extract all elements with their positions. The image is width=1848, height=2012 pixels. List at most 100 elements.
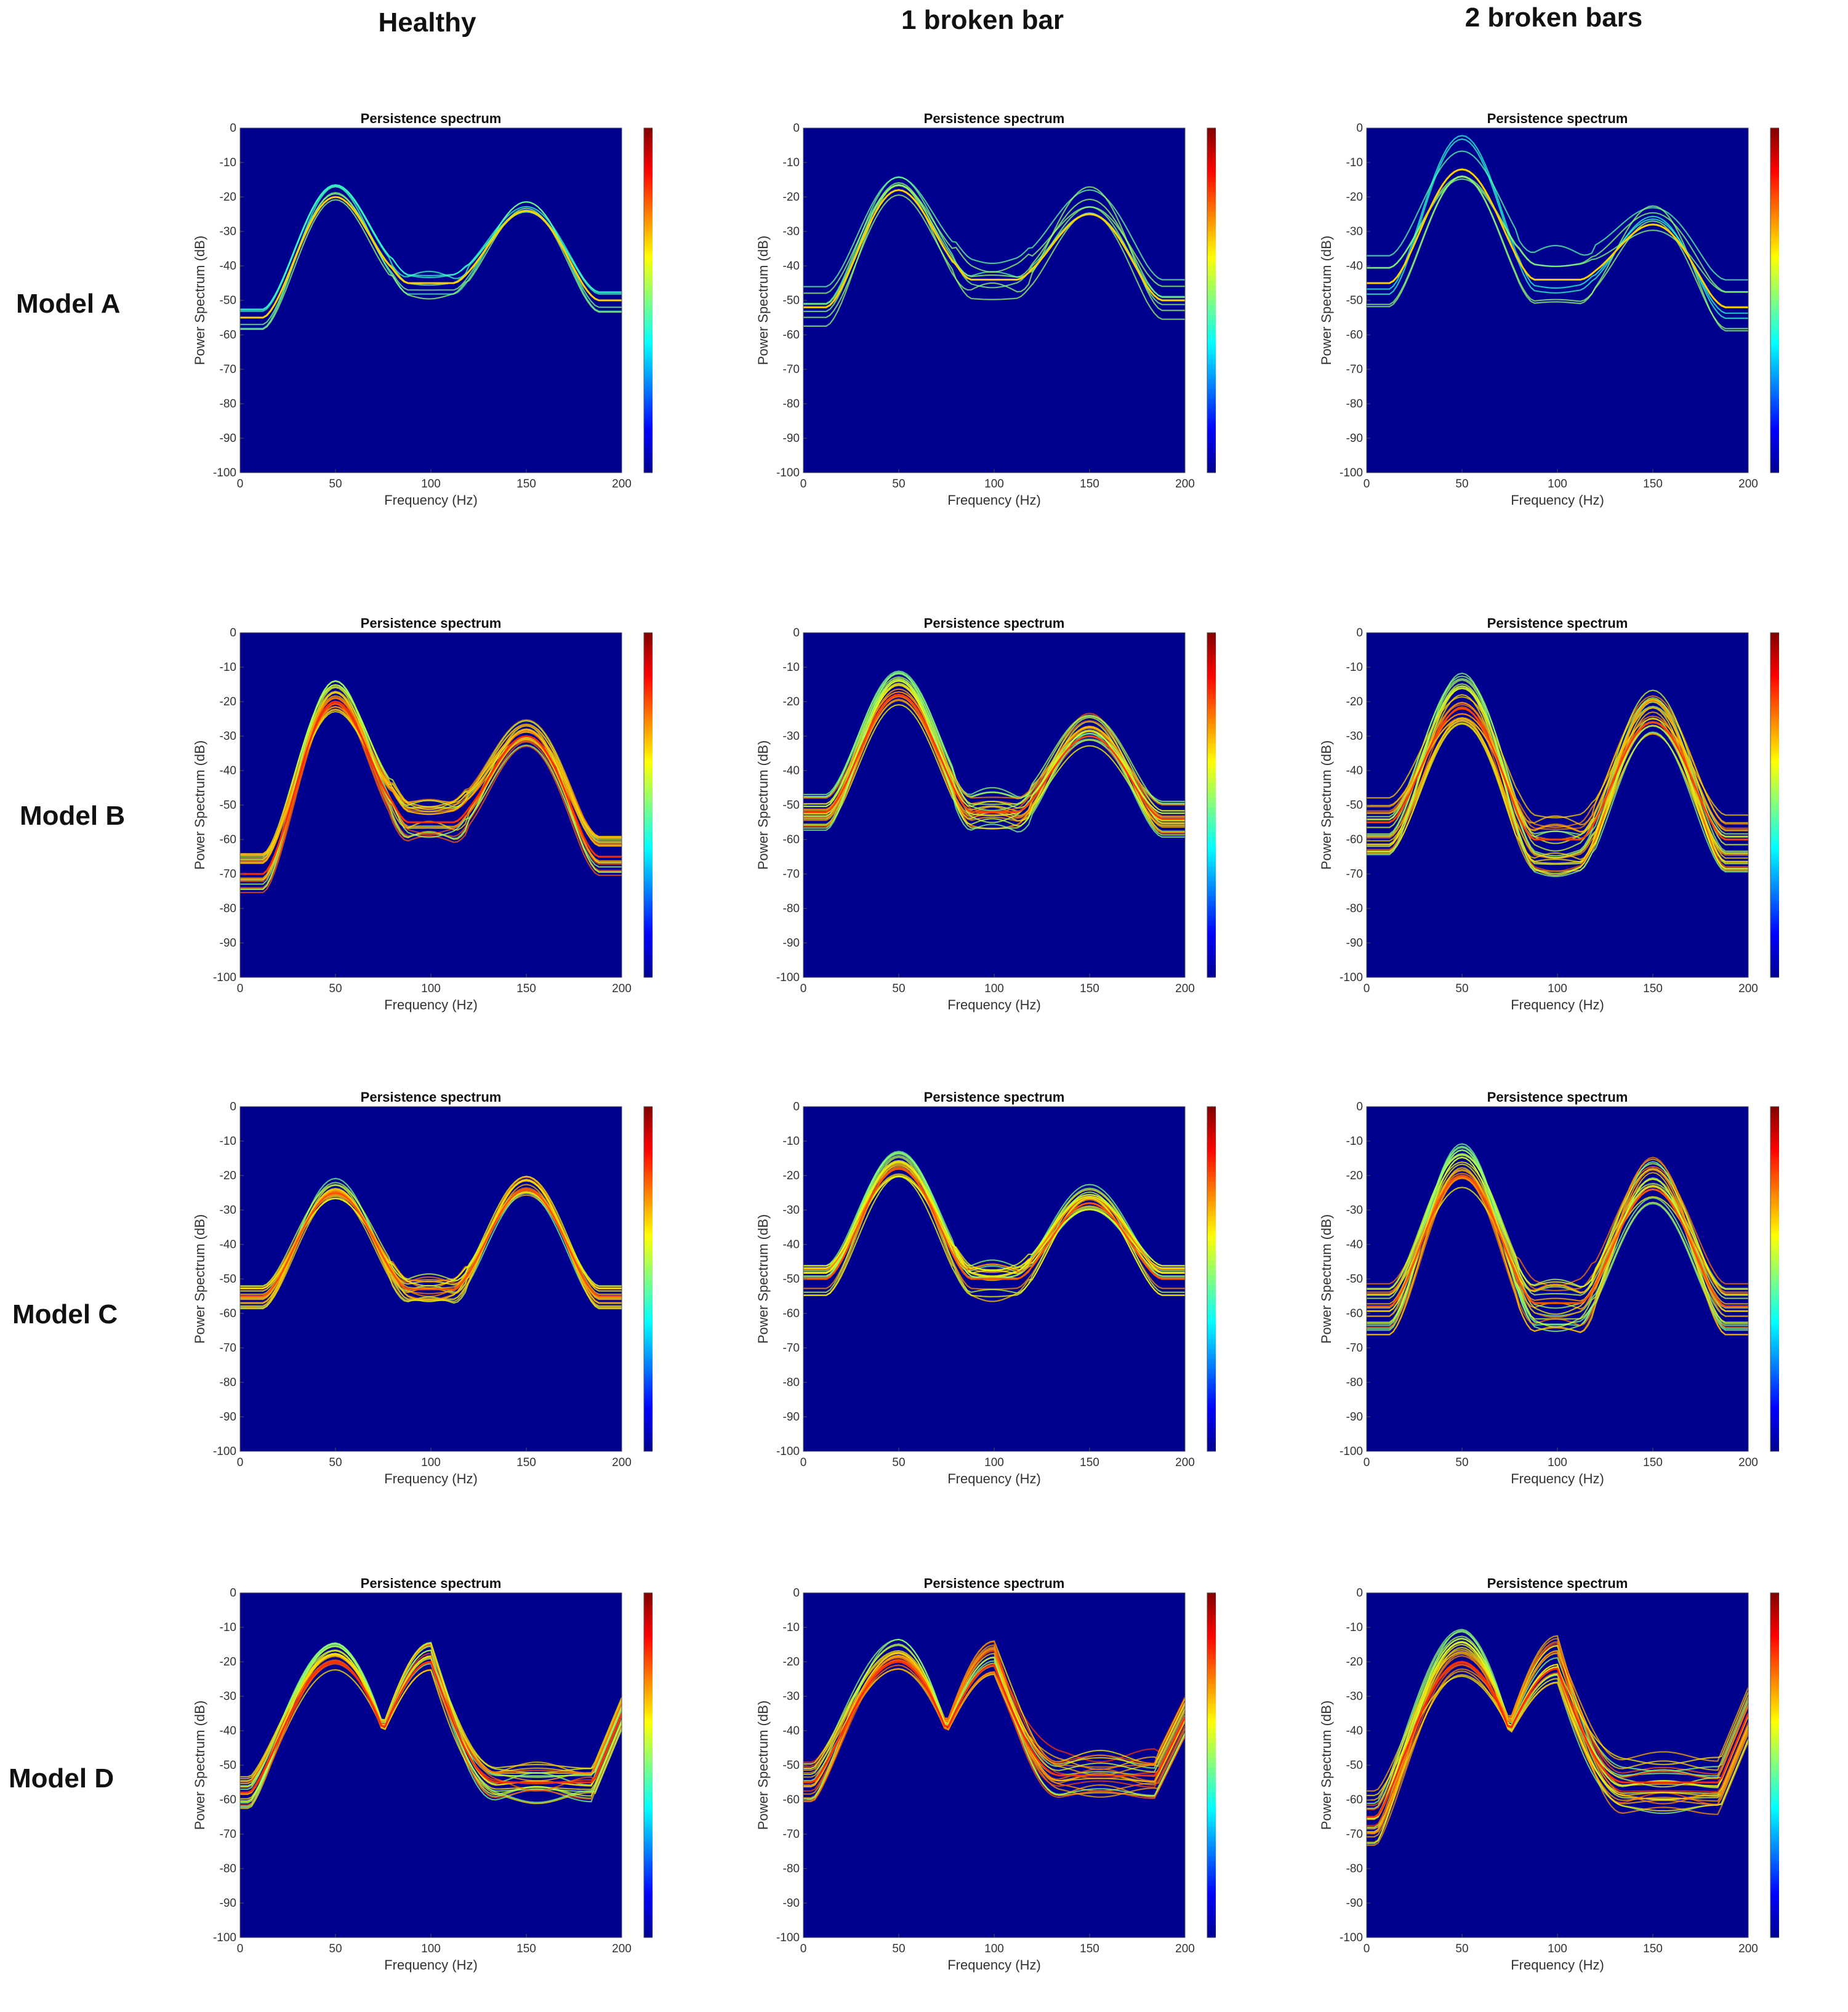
y-tick-label: -10 bbox=[1346, 1135, 1363, 1148]
x-tick-label: 150 bbox=[1643, 1942, 1663, 1955]
y-tick-label: -80 bbox=[1346, 398, 1363, 411]
y-tick-label: 0 bbox=[793, 122, 800, 135]
colorbar bbox=[1770, 1106, 1779, 1452]
trace-group bbox=[240, 680, 622, 894]
y-tick-label: -20 bbox=[220, 1656, 236, 1669]
y-tick-label: -30 bbox=[783, 225, 800, 238]
row-header-model-b: Model B bbox=[20, 801, 126, 831]
column-header-healthy: Healthy bbox=[378, 7, 476, 38]
x-tick-label: 0 bbox=[237, 478, 244, 491]
chart-title: Persistence spectrum bbox=[924, 615, 1065, 631]
x-tick-label: 100 bbox=[984, 982, 1004, 995]
spectrum-trace-dominant bbox=[240, 700, 622, 875]
persistence-spectrum-panel: Persistence spectrum 0 -10 -20 -30 -40 -50 -60 -… bbox=[1311, 1576, 1779, 1994]
colorbar bbox=[1770, 632, 1779, 978]
x-tick-label: 150 bbox=[1080, 1942, 1099, 1955]
y-tick-label: -20 bbox=[1346, 1656, 1363, 1669]
spectrum-trace-dominant bbox=[1367, 168, 1748, 308]
trace-group bbox=[1367, 1629, 1748, 1846]
x-tick-label: 200 bbox=[612, 1456, 632, 1469]
y-tick-label: -90 bbox=[220, 1897, 236, 1910]
y-tick-label: -40 bbox=[1346, 764, 1363, 777]
chart-svg: Persistence spectrum 0 -10 -20 -30 -40 -50 -60 -… bbox=[1319, 1089, 1779, 1486]
persistence-spectrum-panel: Persistence spectrum 0 -10 -20 -30 -40 -50 -60 -… bbox=[1311, 615, 1779, 1034]
x-tick-label: 100 bbox=[421, 1456, 441, 1469]
chart-title: Persistence spectrum bbox=[361, 1576, 502, 1591]
x-tick-label: 200 bbox=[1738, 1456, 1758, 1469]
spectrum-trace-dominant bbox=[803, 1168, 1185, 1280]
y-tick-label: -50 bbox=[1346, 1759, 1363, 1772]
y-tick-label: -60 bbox=[1346, 329, 1363, 342]
spectrum-trace bbox=[803, 678, 1185, 812]
x-tick-label: 200 bbox=[1738, 478, 1758, 491]
y-tick-label: -30 bbox=[783, 730, 800, 743]
persistence-spectrum-panel: Persistence spectrum 0 -10 -20 -30 -40 -50 -60 -… bbox=[748, 111, 1216, 529]
chart-title: Persistence spectrum bbox=[1487, 1089, 1628, 1105]
y-tick-label: -80 bbox=[783, 902, 800, 915]
y-tick-label: -30 bbox=[783, 1204, 800, 1217]
x-tick-label: 100 bbox=[984, 1942, 1004, 1955]
spectrum-trace bbox=[803, 176, 1185, 287]
y-tick-label: -20 bbox=[1346, 191, 1363, 204]
x-tick-label: 200 bbox=[612, 982, 632, 995]
y-axis-label: Power Spectrum (dB) bbox=[1319, 1214, 1334, 1344]
x-tick-label: 0 bbox=[237, 1456, 244, 1469]
y-tick-label: -100 bbox=[213, 1931, 236, 1944]
y-tick-label: 0 bbox=[230, 1100, 236, 1113]
chart-title: Persistence spectrum bbox=[1487, 615, 1628, 631]
y-tick-label: -40 bbox=[220, 1238, 236, 1251]
spectrum-trace bbox=[240, 1654, 622, 1779]
spectrum-trace bbox=[1367, 1646, 1748, 1843]
x-tick-label: 150 bbox=[516, 478, 536, 491]
y-tick-label: -70 bbox=[1346, 1342, 1363, 1355]
y-tick-label: -60 bbox=[220, 1794, 236, 1806]
spectrum-trace bbox=[803, 1651, 1185, 1769]
persistence-spectrum-panel: Persistence spectrum 0 -10 -20 -30 -40 -50 -60 -… bbox=[185, 1089, 653, 1508]
x-tick-label: 150 bbox=[516, 1456, 536, 1469]
x-tick-label: 50 bbox=[329, 1456, 342, 1469]
spectrum-trace-dominant bbox=[1367, 1661, 1748, 1818]
chart-svg: Persistence spectrum 0 -10 -20 -30 -40 -50 -60 -… bbox=[755, 1089, 1216, 1486]
persistence-spectrum-panel: Persistence spectrum 0 -10 -20 -30 -40 -50 -60 -… bbox=[748, 1576, 1216, 1994]
x-tick-label: 150 bbox=[1080, 1456, 1099, 1469]
x-tick-label: 100 bbox=[1548, 478, 1567, 491]
colorbar bbox=[1207, 127, 1216, 473]
row-header-model-a: Model A bbox=[16, 289, 121, 319]
spectrum-trace bbox=[803, 182, 1185, 313]
x-tick-label: 50 bbox=[1455, 1942, 1468, 1955]
x-axis-label: Frequency (Hz) bbox=[384, 1957, 478, 1973]
colorbar bbox=[643, 1106, 653, 1452]
y-tick-label: -30 bbox=[1346, 225, 1363, 238]
spectrum-trace-dominant bbox=[803, 1661, 1185, 1784]
trace-group bbox=[803, 176, 1185, 327]
column-header-2-broken-bars: 2 broken bars bbox=[1464, 2, 1643, 33]
y-tick-label: 0 bbox=[230, 627, 236, 639]
spectrum-trace bbox=[1367, 696, 1748, 819]
x-tick-label: 150 bbox=[1080, 982, 1099, 995]
spectrum-trace bbox=[240, 199, 622, 331]
x-tick-label: 0 bbox=[800, 1456, 807, 1469]
spectrum-trace bbox=[1367, 707, 1748, 833]
y-axis-label: Power Spectrum (dB) bbox=[755, 1214, 771, 1344]
y-axis-label: Power Spectrum (dB) bbox=[192, 1214, 207, 1344]
trace-group bbox=[803, 1150, 1185, 1302]
y-tick-label: -30 bbox=[1346, 730, 1363, 743]
chart-title: Persistence spectrum bbox=[361, 615, 502, 631]
spectrum-trace bbox=[803, 676, 1185, 805]
y-tick-label: -70 bbox=[783, 868, 800, 881]
x-tick-label: 150 bbox=[1643, 478, 1663, 491]
row-header-model-c: Model C bbox=[12, 1299, 118, 1329]
y-axis-label: Power Spectrum (dB) bbox=[755, 740, 771, 870]
y-tick-label: -10 bbox=[220, 156, 236, 169]
y-tick-label: -70 bbox=[220, 1342, 236, 1355]
y-tick-label: -30 bbox=[220, 1690, 236, 1703]
spectrum-trace-dominant bbox=[803, 694, 1185, 820]
y-tick-label: -90 bbox=[220, 937, 236, 950]
x-tick-label: 0 bbox=[237, 1942, 244, 1955]
y-tick-label: -40 bbox=[783, 764, 800, 777]
x-tick-label: 50 bbox=[892, 478, 905, 491]
persistence-spectrum-panel: Persistence spectrum 0 -10 -20 -30 -40 -50 -60 -… bbox=[748, 615, 1216, 1034]
chart-svg: Persistence spectrum 0 -10 -20 -30 -40 -50 -60 -… bbox=[1319, 1576, 1779, 1973]
x-axis-label: Frequency (Hz) bbox=[384, 492, 478, 508]
spectrum-trace bbox=[1367, 687, 1748, 875]
